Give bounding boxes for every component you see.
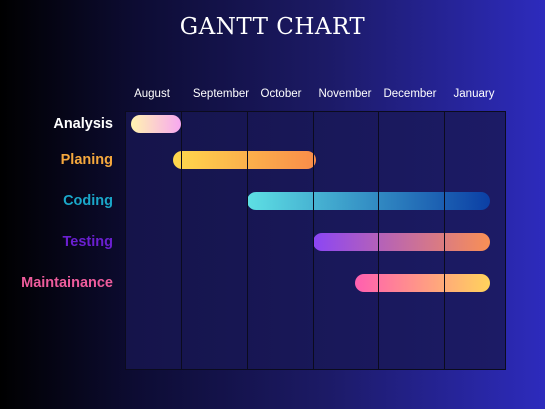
month-label: August bbox=[134, 88, 170, 100]
month-label: October bbox=[260, 88, 302, 100]
grid-line bbox=[181, 111, 182, 370]
task-bar bbox=[355, 274, 490, 292]
task-bar bbox=[172, 151, 317, 169]
month-label: November bbox=[318, 88, 372, 100]
task-label: Coding bbox=[63, 193, 113, 209]
task-label: Analysis bbox=[53, 116, 113, 132]
grid-line bbox=[444, 111, 445, 370]
month-label: January bbox=[453, 88, 495, 100]
task-bar bbox=[247, 192, 490, 210]
month-label: September bbox=[192, 88, 250, 100]
grid-line bbox=[247, 111, 248, 370]
task-label: Maintainance bbox=[21, 275, 113, 291]
task-bar bbox=[130, 115, 181, 133]
task-label: Testing bbox=[62, 234, 113, 250]
grid-line bbox=[378, 111, 379, 370]
grid-line bbox=[313, 111, 314, 370]
task-label: Planing bbox=[60, 152, 113, 168]
task-bar bbox=[313, 233, 490, 251]
month-label: December bbox=[383, 88, 437, 100]
chart-title: GANTT CHART bbox=[179, 14, 366, 40]
